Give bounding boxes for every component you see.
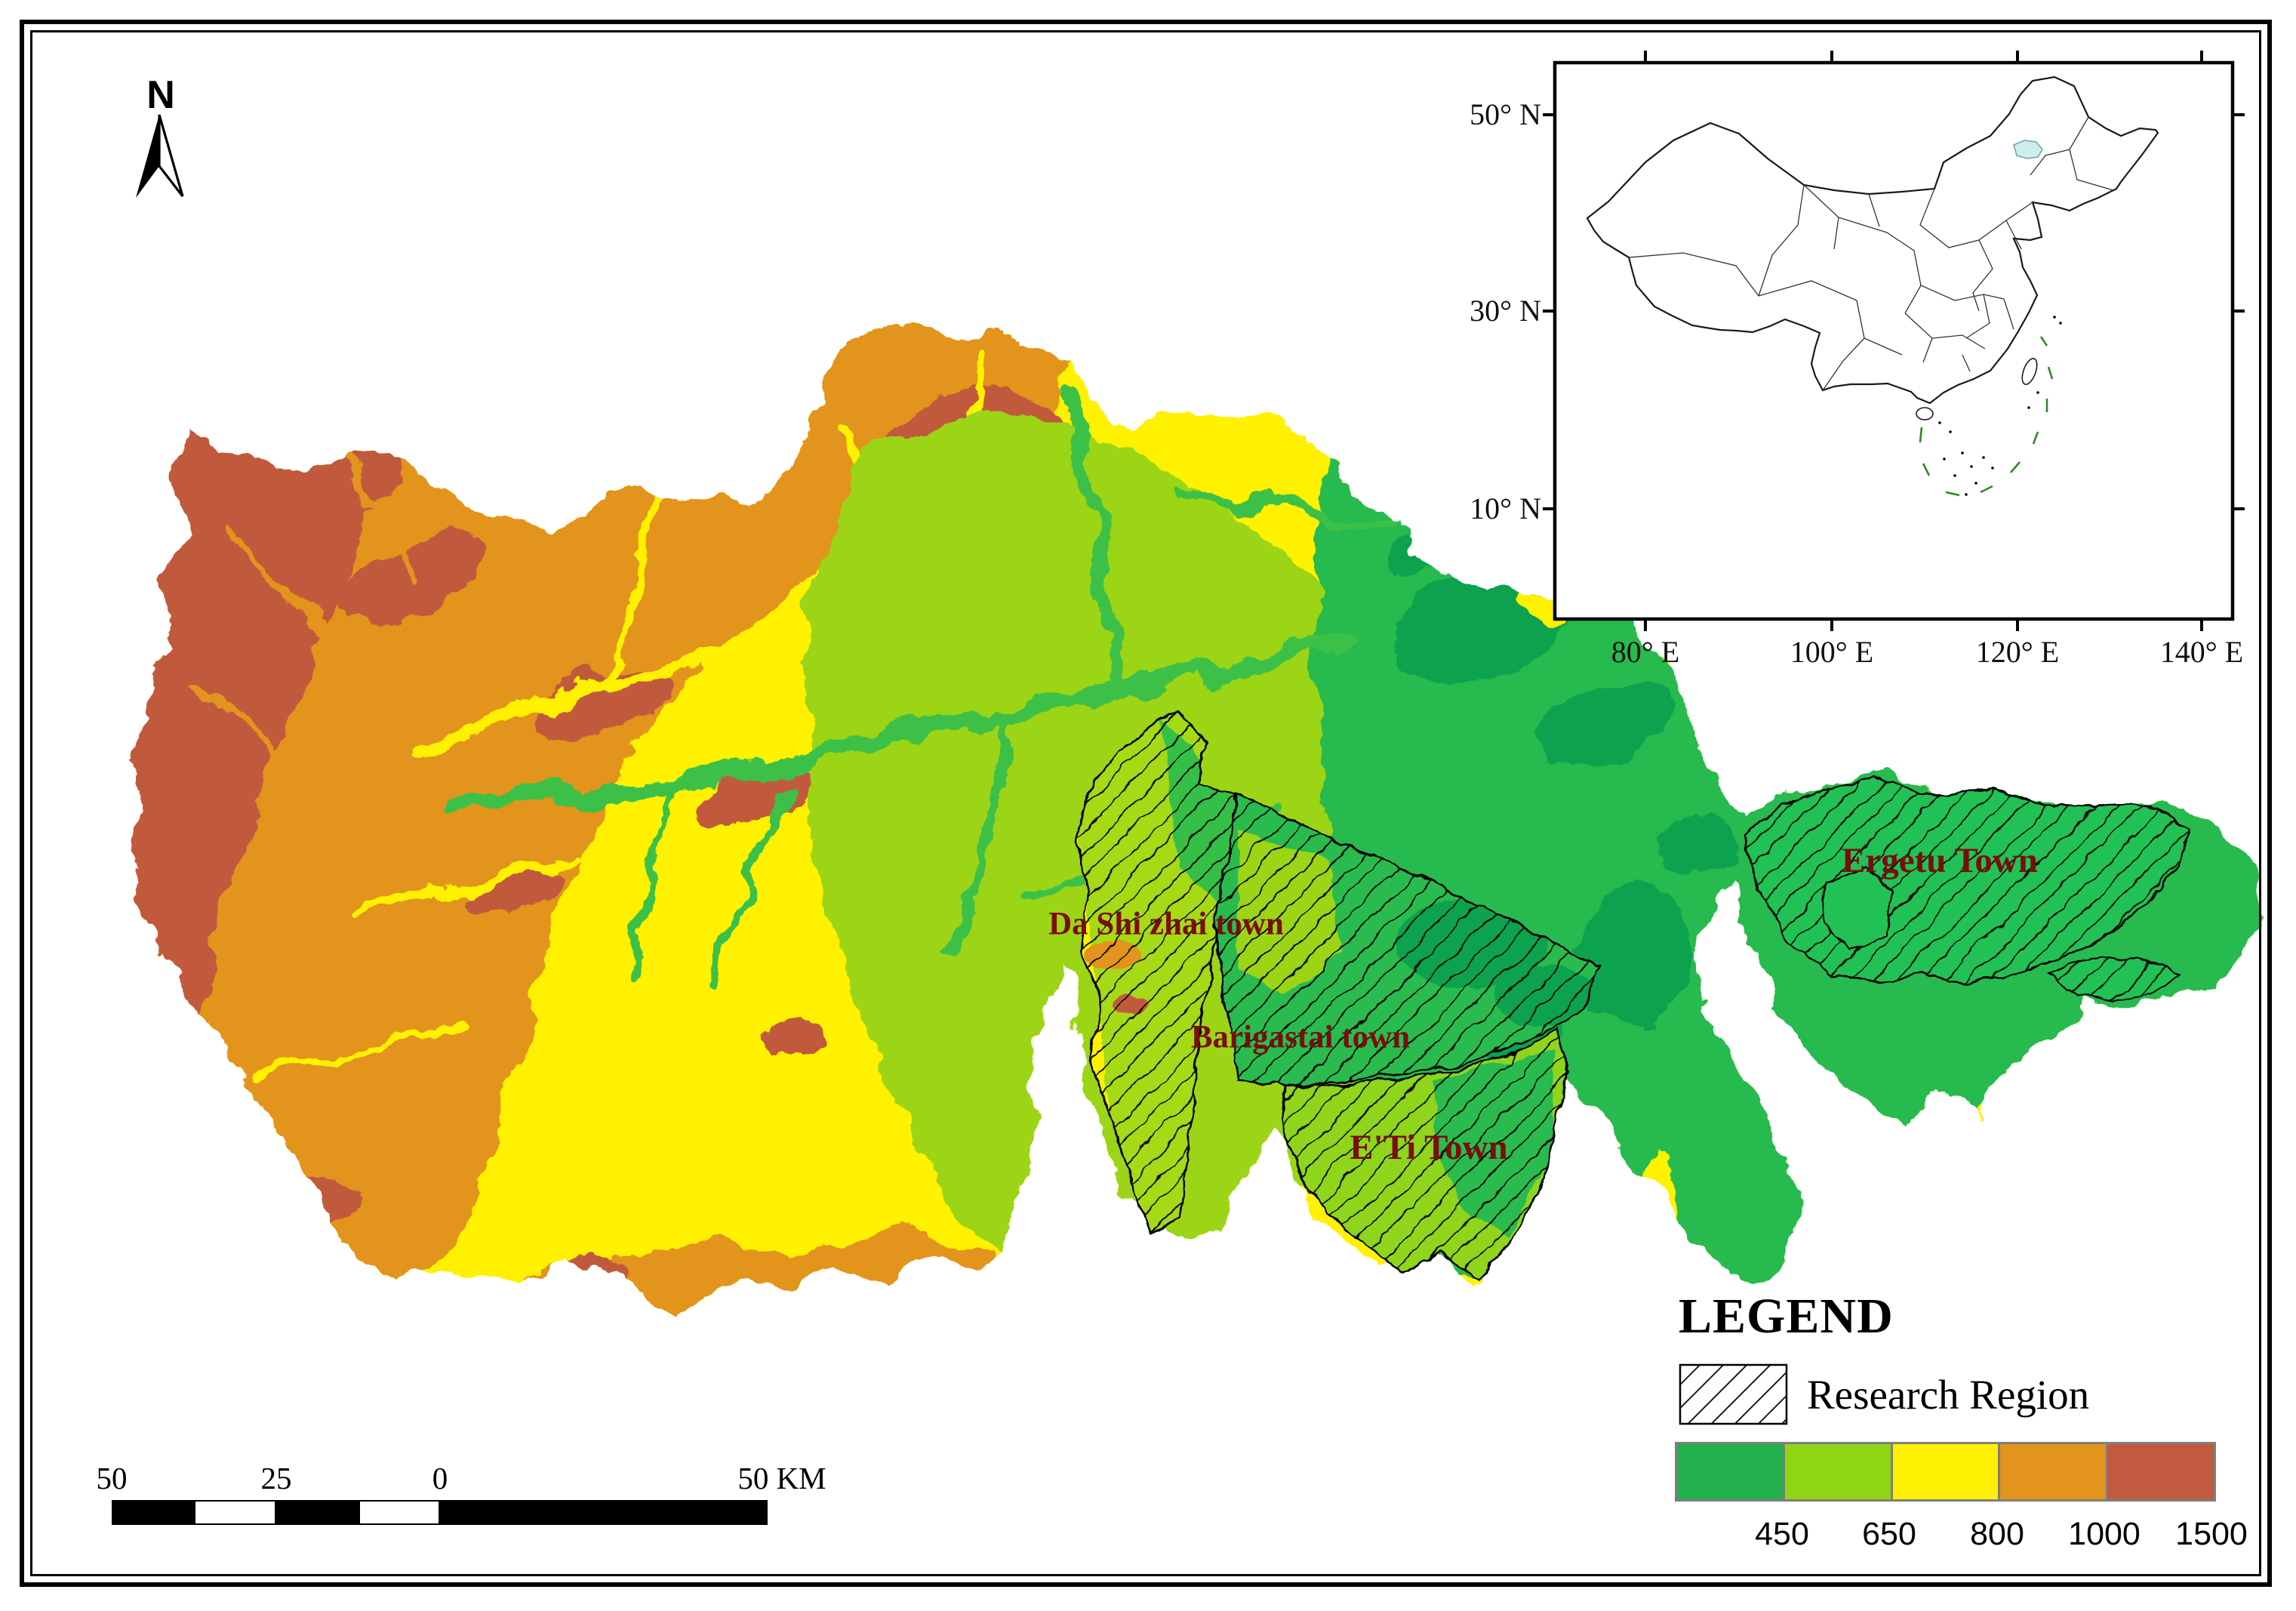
legend-hatch-swatch <box>1679 1363 1788 1425</box>
ramp-cell-yellow <box>1890 1444 1999 1499</box>
inset-province-borders <box>1628 116 2114 391</box>
ramp-value-450: 450 <box>1755 1516 1809 1552</box>
town-label-barigastai: Barigastai town <box>1190 1019 1411 1055</box>
inset-china-outline <box>1586 75 2159 405</box>
inset-map-group <box>1543 51 2245 631</box>
inset-islands <box>1938 316 2062 496</box>
ramp-value-1500: 1500 <box>2175 1516 2248 1552</box>
scale-label-50km: 50 KM <box>737 1461 826 1495</box>
figure-border-inner <box>30 30 2261 1576</box>
scale-bar <box>112 1500 768 1525</box>
ergetu-sliver-hatch <box>2049 957 2181 1001</box>
inset-lat-label-50n: 50° N <box>1470 97 1541 131</box>
scale-label-50-left: 50 <box>96 1461 128 1495</box>
elevation-ramp <box>1675 1442 2216 1502</box>
inset-lon-label-80e: 80° E <box>1611 635 1680 669</box>
north-arrow-icon <box>136 114 184 198</box>
scale-bar-white-segment <box>359 1500 440 1525</box>
ramp-cell-yellowgreen <box>1782 1444 1891 1499</box>
inset-lon-label-120e: 120° E <box>1975 635 2060 669</box>
scale-label-25: 25 <box>260 1461 292 1495</box>
ramp-cell-red <box>2106 1444 2214 1499</box>
inset-study-area-highlight <box>2013 140 2043 159</box>
town-label-dashizhai: Da Shi zhai town <box>1048 906 1284 942</box>
legend-research-region-label: Research Region <box>1807 1372 2090 1418</box>
inset-nine-dash-line <box>1919 336 2054 497</box>
ramp-cell-orange <box>1998 1444 2107 1499</box>
ramp-value-650: 650 <box>1862 1516 1916 1552</box>
ramp-value-1000: 1000 <box>2068 1516 2141 1552</box>
inset-lon-label-140e: 140° E <box>2159 635 2244 669</box>
figure-border-outer <box>20 20 2272 1587</box>
town-label-eti: E'Ti Town <box>1350 1128 1508 1167</box>
elevation-band-red <box>128 323 528 1057</box>
scale-bar-white-segment <box>194 1500 276 1525</box>
ramp-cell-green <box>1677 1444 1783 1499</box>
scale-label-0: 0 <box>432 1461 448 1495</box>
inset-lat-label-30n: 30° N <box>1470 294 1541 328</box>
town-label-ergetu: Ergetu Town <box>1842 841 2038 880</box>
legend-title: LEGEND <box>1679 1289 1894 1344</box>
inset-lon-label-100e: 100° E <box>1790 635 1874 669</box>
ramp-value-800: 800 <box>1970 1516 2024 1552</box>
inset-taiwan-hainan <box>1916 358 2038 420</box>
ergetu-enclave <box>1821 867 1896 953</box>
inset-lat-label-10n: 10° N <box>1470 491 1541 525</box>
north-label: N <box>146 73 175 117</box>
inset-ticks <box>1543 51 2245 631</box>
